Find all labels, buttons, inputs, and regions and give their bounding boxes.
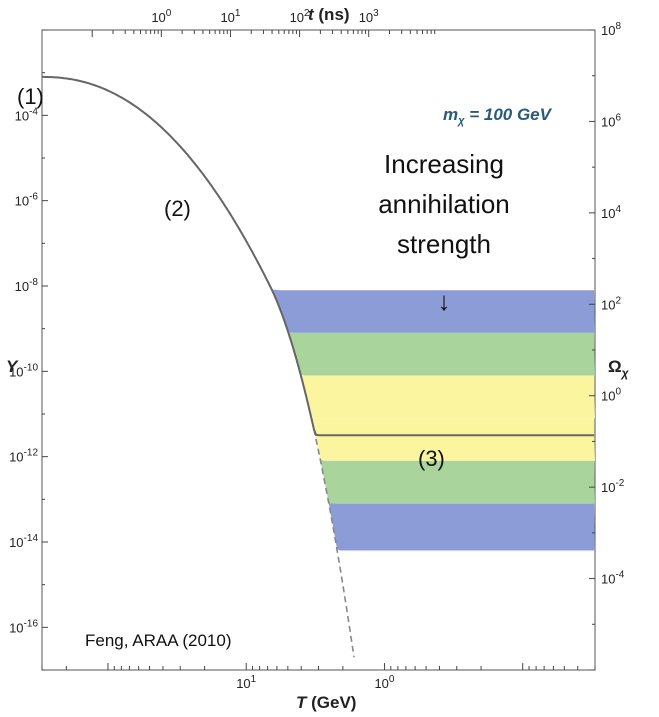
mass-subscript: χ bbox=[457, 115, 465, 127]
band-4 bbox=[270, 286, 595, 461]
curves bbox=[42, 75, 594, 658]
x2-axis-symbol: t bbox=[308, 5, 315, 24]
arrow-text-line1: Increasing bbox=[384, 149, 504, 179]
mass-symbol: m bbox=[443, 105, 458, 124]
central-abundance-curve bbox=[42, 75, 594, 437]
band-5 bbox=[270, 286, 595, 504]
y2-axis-subscript: χ bbox=[620, 366, 630, 380]
mass-label: mχ = 100 GeV bbox=[443, 105, 553, 127]
top-tick-label: 101 bbox=[220, 8, 240, 25]
citation: Feng, ARAA (2010) bbox=[85, 631, 231, 650]
left-tick-label: 10-16 bbox=[9, 618, 38, 635]
bottom-tick-label: 101 bbox=[236, 674, 256, 691]
left-tick-label: 10-12 bbox=[9, 448, 38, 465]
left-tick-label: 10-4 bbox=[15, 106, 39, 123]
x-axis-title: T (GeV) bbox=[296, 693, 356, 712]
top-tick-label: 102 bbox=[290, 8, 310, 25]
band-3 bbox=[270, 286, 595, 419]
right-axis-ticks: 108 106 104 102 100 10-2 10-4 bbox=[589, 21, 625, 671]
mass-value: = 100 GeV bbox=[464, 105, 552, 124]
bottom-axis-ticks: 101 100 bbox=[41, 663, 596, 691]
left-tick-label: 10-10 bbox=[9, 362, 38, 379]
x-axis-unit: (GeV) bbox=[306, 693, 356, 712]
right-tick-label: 106 bbox=[601, 112, 621, 129]
point-2-label: (2) bbox=[164, 196, 191, 221]
point-3-label: (3) bbox=[418, 446, 445, 471]
right-tick-label: 108 bbox=[601, 21, 621, 38]
band-1 bbox=[270, 286, 595, 333]
freeze-out-bands bbox=[270, 286, 595, 551]
y-axis-title: Y bbox=[6, 357, 19, 376]
right-tick-label: 100 bbox=[601, 387, 621, 404]
arrow-text-line2: annihilation bbox=[378, 189, 510, 219]
right-tick-label: 10-4 bbox=[601, 570, 625, 587]
left-tick-label: 10-8 bbox=[15, 277, 39, 294]
band-2 bbox=[270, 286, 595, 376]
right-tick-label: 102 bbox=[601, 295, 621, 312]
left-axis-ticks: 10-4 10-6 10-8 10-10 10-12 10-14 10-16 bbox=[9, 29, 48, 671]
x2-axis-title: t (ns) bbox=[308, 5, 350, 24]
x-axis-symbol: T bbox=[296, 693, 308, 712]
left-tick-label: 10-14 bbox=[9, 533, 38, 550]
point-1-label: (1) bbox=[17, 84, 44, 109]
x2-axis-unit: (ns) bbox=[314, 5, 350, 24]
top-axis-ticks: 100 101 102 103 bbox=[91, 8, 436, 37]
arrow-text-line3: strength bbox=[397, 229, 491, 259]
down-arrow-icon: ↓ bbox=[438, 286, 451, 316]
band-6 bbox=[270, 286, 595, 551]
top-tick-label: 100 bbox=[151, 8, 171, 25]
right-tick-label: 104 bbox=[601, 204, 621, 221]
y2-axis-title: Ωχ bbox=[608, 357, 630, 380]
y2-axis-symbol: Ω bbox=[608, 357, 622, 376]
left-tick-label: 10-6 bbox=[15, 192, 39, 209]
right-tick-label: 10-2 bbox=[601, 478, 625, 495]
top-tick-label: 103 bbox=[359, 8, 379, 25]
bottom-tick-label: 100 bbox=[374, 674, 394, 691]
